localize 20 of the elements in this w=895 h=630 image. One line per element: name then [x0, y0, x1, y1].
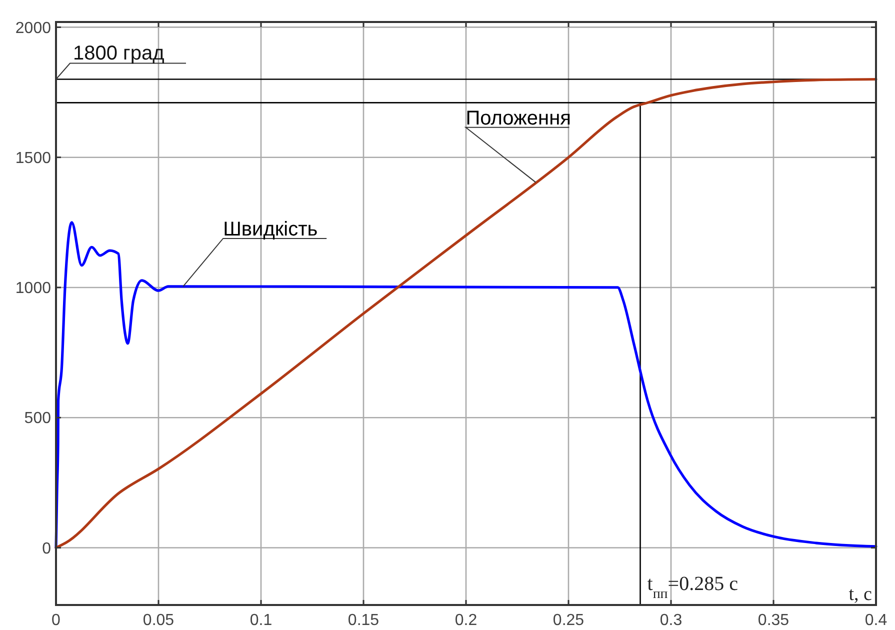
x-tick-label: 0.05	[142, 612, 174, 629]
y-tick-label: 1500	[15, 150, 52, 167]
series-label: Положення	[466, 107, 571, 130]
y-tick-label: 2000	[15, 20, 52, 37]
line-series	[54, 221, 878, 550]
ref-line-label: t$_{пп}$=0.285 с	[647, 573, 738, 602]
x-tick-label: 0.3	[660, 612, 682, 629]
x-tick-label: 0.4	[864, 612, 888, 629]
text: Швидкість	[223, 218, 318, 240]
x-tick-label: 0.15	[348, 612, 380, 629]
y-tick-label: 0	[42, 540, 52, 558]
line-series	[54, 78, 878, 550]
x-tick-label: 0.2	[454, 612, 478, 629]
x-tick-label: 0.25	[552, 612, 584, 629]
y-tick-label: 500	[24, 410, 52, 428]
x-tick-label: 0.35	[758, 612, 790, 629]
ref-line-label: 1800 град	[73, 42, 165, 64]
x-tick-label: 0.1	[250, 612, 272, 629]
y-tick-label: 1000	[15, 280, 52, 298]
x-axis-title: t, с	[848, 584, 872, 605]
